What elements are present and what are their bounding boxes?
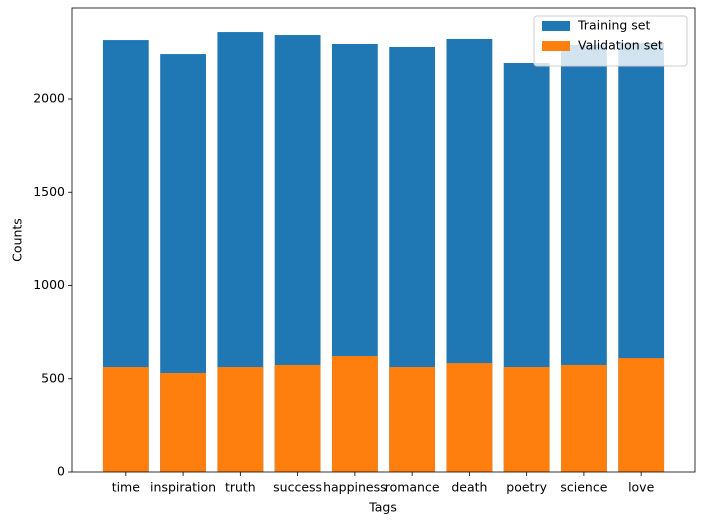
x-tick-label: romance xyxy=(385,480,440,495)
x-tick-label: death xyxy=(451,480,487,495)
legend-swatch xyxy=(542,21,570,31)
bar xyxy=(389,367,436,472)
y-tick-label: 500 xyxy=(41,370,65,385)
legend-swatch xyxy=(542,41,570,51)
x-tick-label: success xyxy=(273,480,322,495)
bar xyxy=(102,367,149,472)
x-axis-label: Tags xyxy=(368,500,397,515)
bar xyxy=(503,367,550,472)
bar xyxy=(160,372,206,472)
bar xyxy=(561,364,607,472)
bar xyxy=(274,364,321,472)
x-tick-label: happiness xyxy=(323,480,387,495)
x-tick-label: time xyxy=(112,480,141,495)
y-tick-label: 1000 xyxy=(33,277,65,292)
x-tick-label: poetry xyxy=(506,480,547,495)
y-tick-label: 2000 xyxy=(33,91,65,106)
plot-frame xyxy=(71,7,696,473)
legend-box xyxy=(533,15,688,67)
bar xyxy=(618,358,665,472)
y-tick-label: 0 xyxy=(57,464,65,479)
x-tick-label: science xyxy=(560,480,607,495)
bar xyxy=(331,356,378,472)
y-tick-label: 1500 xyxy=(33,184,65,199)
x-tick-label: love xyxy=(628,480,655,495)
y-axis-label: Counts xyxy=(10,218,25,262)
bar xyxy=(217,367,264,472)
legend-label: Validation set xyxy=(578,38,663,53)
legend-label: Training set xyxy=(577,18,650,33)
x-tick-label: truth xyxy=(225,480,256,495)
x-tick-label: inspiration xyxy=(150,480,216,495)
bar xyxy=(446,363,493,472)
